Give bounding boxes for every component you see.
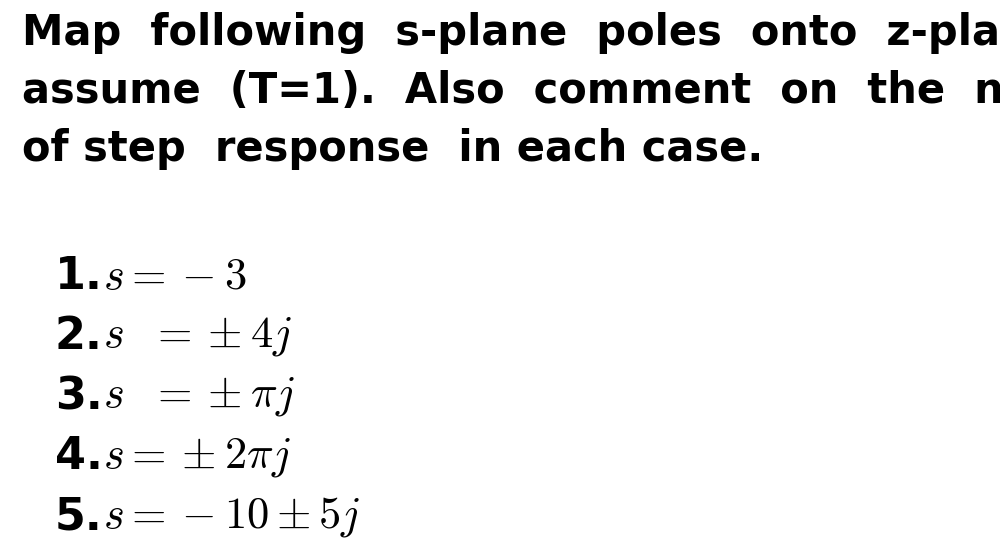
Text: 3.: 3. (55, 375, 103, 418)
Text: 4.: 4. (55, 435, 103, 478)
Text: of step  response  in each case.: of step response in each case. (22, 128, 763, 170)
Text: $\mathit{s} = -3$: $\mathit{s} = -3$ (103, 255, 246, 298)
Text: $\mathit{s}\ \ = \pm4\mathit{j}$: $\mathit{s}\ \ = \pm4\mathit{j}$ (103, 315, 292, 358)
Text: 5.: 5. (55, 495, 103, 538)
Text: Map  following  s-plane  poles  onto  z-plane: Map following s-plane poles onto z-plane (22, 12, 1000, 54)
Text: 1.: 1. (55, 255, 103, 298)
Text: assume  (T=1).  Also  comment  on  the  nature: assume (T=1). Also comment on the nature (22, 70, 1000, 112)
Text: $\mathit{s} = \pm2\pi\mathit{j}$: $\mathit{s} = \pm2\pi\mathit{j}$ (103, 435, 291, 479)
Text: 2.: 2. (55, 315, 103, 358)
Text: $\mathit{s} = -10 \pm 5\mathit{j}$: $\mathit{s} = -10 \pm 5\mathit{j}$ (103, 495, 360, 539)
Text: $\mathit{s}\ \ = \pm\pi\mathit{j}$: $\mathit{s}\ \ = \pm\pi\mathit{j}$ (103, 375, 295, 418)
